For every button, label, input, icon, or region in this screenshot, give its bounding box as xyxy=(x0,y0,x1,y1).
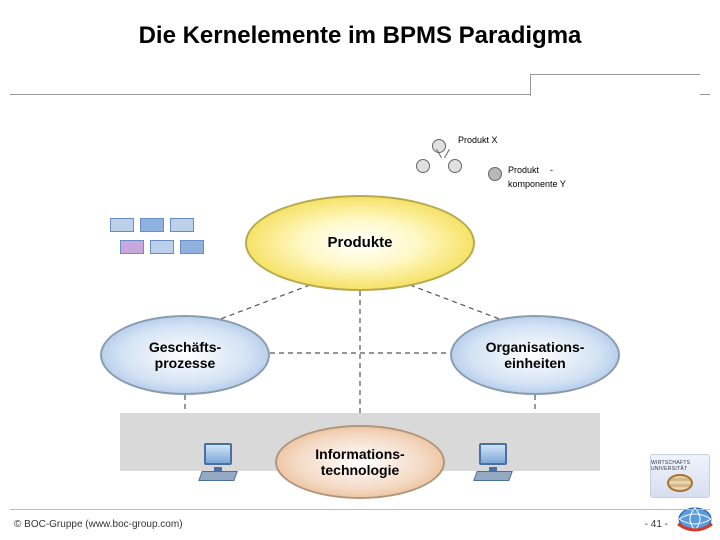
boc-logo xyxy=(674,506,716,536)
process-thumbnail xyxy=(110,212,220,272)
slide: Die Kernelemente im BPMS Paradigma Produ… xyxy=(0,0,720,540)
mini-node-icon xyxy=(416,159,430,173)
globe-icon xyxy=(667,474,693,492)
thumb-box-icon xyxy=(150,240,174,254)
mini-label-produkt: Produkt xyxy=(508,165,539,175)
thumb-box-icon xyxy=(180,240,204,254)
boc-globe-icon xyxy=(674,506,716,536)
bubble-produkte-label: Produkte xyxy=(319,234,400,251)
tab-overlay xyxy=(530,74,700,96)
slide-title: Die Kernelemente im BPMS Paradigma xyxy=(0,22,720,50)
university-logo: WIRTSCHAFTS UNIVERSITÄT xyxy=(650,454,710,498)
bubble-oe-l2: einheiten xyxy=(478,355,593,371)
mini-node-icon xyxy=(432,139,446,153)
thumb-box-icon xyxy=(120,240,144,254)
mini-edge-icon xyxy=(444,149,450,158)
computer-icon xyxy=(475,443,519,483)
bubble-informationstechnologie: Informations- technologie xyxy=(275,425,445,499)
diagram-area: Produkt X Produkt - komponente Y Produkt… xyxy=(10,95,710,475)
mini-label-dash: - xyxy=(550,165,553,175)
divider-bottom xyxy=(10,509,710,510)
bubble-gp-l1: Geschäfts- xyxy=(141,339,229,355)
bubble-organisationseinheiten: Organisations- einheiten xyxy=(450,315,620,395)
bubble-it-l1: Informations- xyxy=(307,446,412,462)
computer-icon xyxy=(200,443,244,483)
mini-node-icon xyxy=(448,159,462,173)
mini-node-icon xyxy=(488,167,502,181)
page-number: - 41 - xyxy=(645,519,668,530)
product-mini-cluster: Produkt X Produkt - komponente Y xyxy=(410,135,580,205)
thumb-box-icon xyxy=(140,218,164,232)
thumb-box-icon xyxy=(110,218,134,232)
bubble-it-l2: technologie xyxy=(307,462,412,478)
connector-edge xyxy=(410,285,510,323)
bubble-gp-l2: prozesse xyxy=(141,355,229,371)
bubble-oe-l1: Organisations- xyxy=(478,339,593,355)
university-logo-text: WIRTSCHAFTS UNIVERSITÄT xyxy=(651,460,709,472)
bubble-produkte: Produkte xyxy=(245,195,475,291)
mini-label-produkt-x: Produkt X xyxy=(458,135,498,145)
mini-label-komponente: komponente Y xyxy=(508,179,566,189)
copyright-text: © BOC-Gruppe (www.boc-group.com) xyxy=(14,519,183,530)
bubble-geschaeftsprozesse: Geschäfts- prozesse xyxy=(100,315,270,395)
connector-edge xyxy=(210,285,310,323)
thumb-box-icon xyxy=(170,218,194,232)
